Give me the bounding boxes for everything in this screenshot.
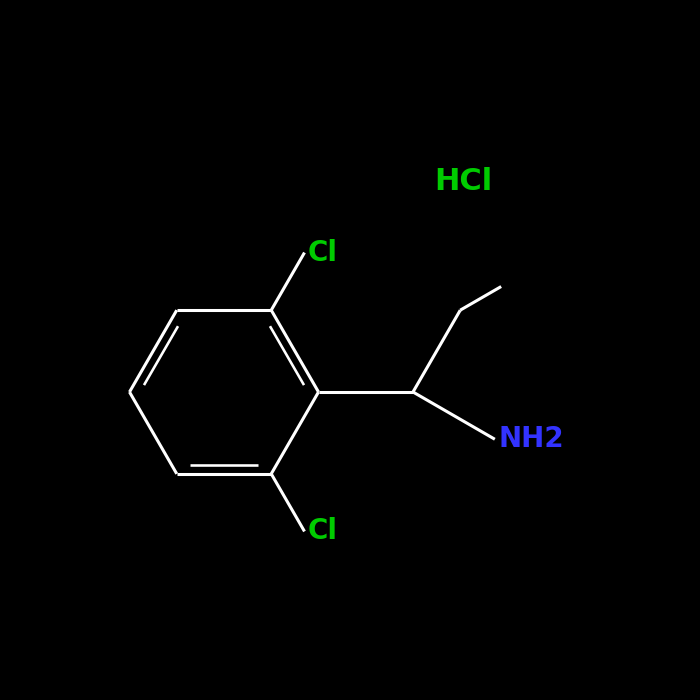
Text: HCl: HCl [434, 167, 492, 197]
Text: Cl: Cl [307, 239, 337, 267]
Text: Cl: Cl [307, 517, 337, 545]
Text: NH2: NH2 [498, 425, 564, 454]
